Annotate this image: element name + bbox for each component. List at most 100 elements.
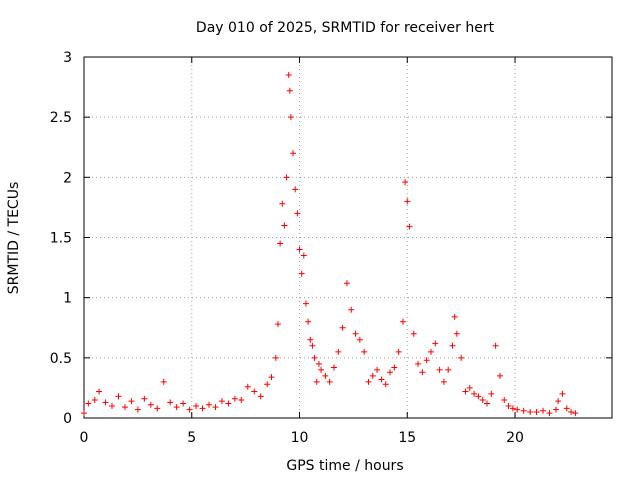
data-point [471,390,478,397]
data-point [134,406,141,413]
data-point [167,399,174,406]
data-point [109,402,116,409]
data-point [514,406,521,413]
data-point [115,393,122,400]
y-tick-label: 0 [63,411,72,427]
data-point [147,401,154,408]
data-point [369,372,376,379]
data-point [445,366,452,373]
y-tick-label: 1.5 [50,231,72,247]
grid-lines [84,57,612,418]
y-tick-label: 1 [63,291,72,307]
data-point [501,396,508,403]
y-tick-label: 3 [63,50,72,66]
data-point [160,378,167,385]
data-point [505,402,512,409]
data-point [309,342,316,349]
data-point [91,396,98,403]
data-point [290,150,297,157]
data-point [540,407,547,414]
data-point [180,400,187,407]
data-point [81,410,87,417]
data-point [563,405,570,412]
x-axis-label: GPS time / hours [286,458,403,474]
data-point [555,398,562,405]
data-point [268,374,275,381]
data-point [479,396,486,403]
data-point [300,252,307,259]
data-point [96,388,103,395]
data-point [520,407,527,414]
data-point [141,395,148,402]
data-point [466,384,473,391]
data-point [277,240,284,247]
data-point [326,378,333,385]
data-point [419,369,426,376]
data-point [85,400,92,407]
data-point [283,174,290,181]
data-point [292,186,299,193]
data-point [427,348,434,355]
data-point [335,348,342,355]
x-tick-label: 20 [506,430,524,446]
data-point [451,313,458,320]
data-point [238,396,245,403]
data-point [378,376,385,383]
data-point [395,348,402,355]
data-point [391,364,398,371]
y-tick-label: 2.5 [50,110,72,126]
x-tick-label: 15 [398,430,416,446]
data-point [402,179,409,186]
data-point [399,318,406,325]
data-point [294,210,301,217]
data-point [279,200,286,207]
x-tick-label: 10 [291,430,309,446]
data-point [509,405,516,412]
data-point [173,404,180,411]
y-tick-label: 0.5 [50,351,72,367]
data-point [305,318,312,325]
data-point [322,372,329,379]
data-point [212,404,219,411]
data-point [404,198,411,205]
data-point [436,366,443,373]
data-point [315,360,322,367]
data-point [365,378,372,385]
data-point [128,398,135,405]
data-point [286,87,293,94]
data-point [484,400,491,407]
data-point [186,406,193,413]
data-point [348,306,355,313]
data-point [274,321,281,328]
data-point [352,330,359,337]
data-point [382,381,389,388]
data-point [449,342,456,349]
data-point [387,369,394,376]
data-point [231,395,238,402]
data-point [406,223,413,230]
data-point [475,393,482,400]
data-point [257,393,264,400]
data-point [330,364,337,371]
data-point [287,114,294,121]
data-point [302,300,309,307]
data-point [356,336,363,343]
data-point [244,383,251,390]
data-point [496,372,503,379]
data-point [374,366,381,373]
data-point [568,408,575,415]
axis-ticks: 0 5 10 15 20 0 0.5 1 1.5 2 2.5 3 [50,50,612,446]
data-point [281,222,288,229]
data-point [272,354,279,361]
data-point [440,378,447,385]
data-point [462,388,469,395]
data-point [298,270,305,277]
data-point [527,408,534,415]
data-point [343,280,350,287]
data-point [205,401,212,408]
data-point [432,340,439,347]
data-point [415,360,422,367]
data-point [307,336,314,343]
data-points [81,72,579,417]
